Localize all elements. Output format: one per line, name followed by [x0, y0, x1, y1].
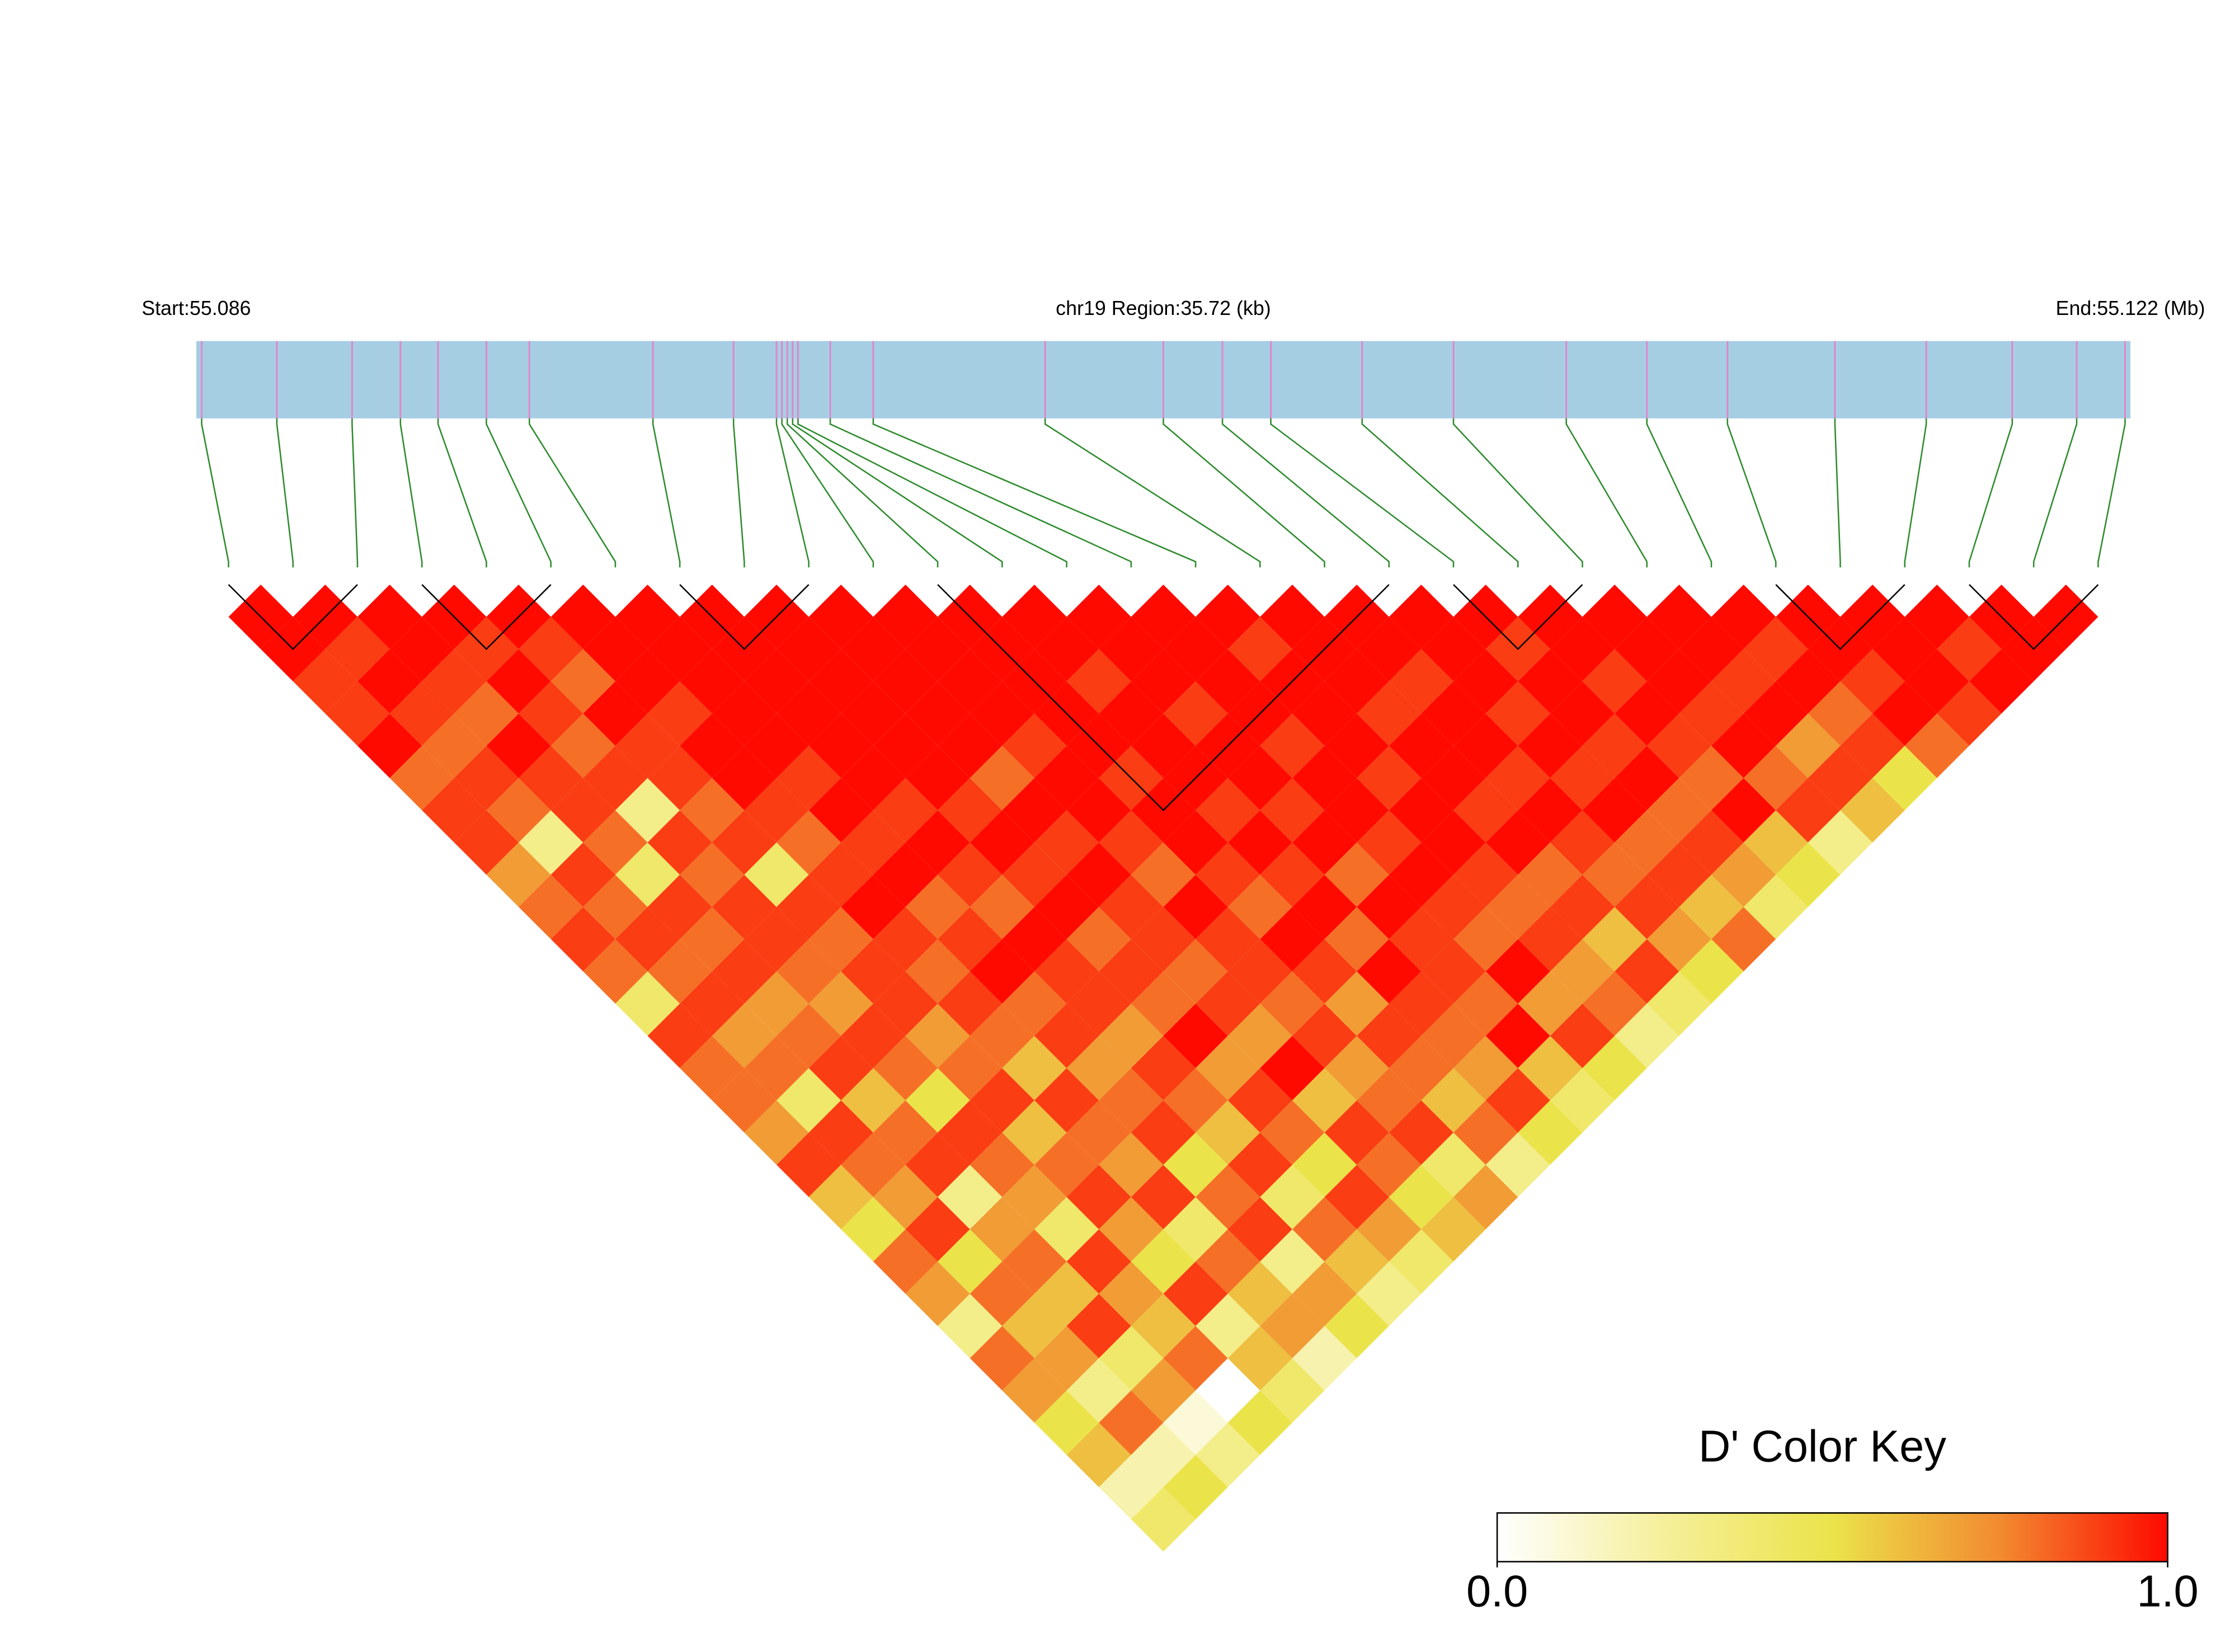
- ld-cell: [357, 649, 422, 714]
- snp-connector: [2097, 418, 2126, 568]
- snp-connector: [486, 418, 552, 568]
- ld-block: [1775, 584, 1905, 651]
- ld-block: [937, 584, 1390, 812]
- ld-cell: [1163, 1390, 1228, 1455]
- ld-cell: [1260, 778, 1325, 843]
- snp-connector: [201, 418, 229, 568]
- snp-connector: [351, 418, 359, 568]
- ld-cell: [1260, 1036, 1325, 1100]
- snp-connector: [1726, 418, 1777, 568]
- ld-cell: [1260, 971, 1325, 1036]
- snp-connector: [1904, 418, 1927, 568]
- snp-connector: [1270, 418, 1455, 568]
- ld-cell: [615, 907, 680, 972]
- ld-cell: [1163, 874, 1228, 939]
- start-label: Start:55.086: [142, 297, 251, 319]
- end-label: End:55.122 (Mb): [2056, 297, 2205, 319]
- ld-cell: [615, 842, 680, 907]
- ld-block: [421, 584, 552, 651]
- snp-connector: [786, 418, 939, 568]
- region-label: chr19 Region:35.72 (kb): [1056, 297, 1271, 319]
- ld-cell: [1260, 1165, 1325, 1230]
- ld-cell: [1163, 1197, 1228, 1262]
- ld-cell: [293, 649, 357, 714]
- snp-connector: [1044, 418, 1261, 568]
- snp-connector: [1968, 418, 2013, 568]
- ld-cell: [1163, 1068, 1228, 1133]
- key-tick-label: 0.0: [1466, 1566, 1528, 1616]
- snp-connector: [2032, 418, 2078, 568]
- ld-cell: [1163, 1455, 1228, 1519]
- snp-connector: [1565, 418, 1648, 568]
- ld-block: [1969, 584, 2099, 651]
- ld-cell: [1260, 713, 1325, 778]
- snp-connector: [775, 418, 810, 568]
- ld-cell: [1260, 842, 1325, 907]
- snp-connector: [1646, 418, 1712, 568]
- snp-connector: [276, 418, 294, 568]
- snp-connector: [829, 418, 1132, 568]
- snp-connector: [437, 418, 487, 568]
- snp-connector: [792, 418, 1003, 568]
- color-key: [1496, 1512, 2168, 1562]
- snp-connector: [1221, 418, 1390, 568]
- ld-cell: [1357, 1262, 1422, 1326]
- ld-block: [228, 584, 358, 651]
- ld-cell: [1260, 1293, 1325, 1358]
- snp-connector: [872, 418, 1197, 568]
- snp-connector: [399, 418, 423, 568]
- snp-connector: [1452, 418, 1583, 568]
- snp-connector: [528, 418, 617, 568]
- ld-cell: [1163, 939, 1228, 1004]
- ld-cell: [1163, 1132, 1228, 1197]
- ld-cell: [1904, 713, 1969, 778]
- key-title: D' Color Key: [1698, 1422, 1946, 1471]
- ld-block: [679, 584, 810, 651]
- ld-block: [1453, 584, 1583, 651]
- ld-cell: [615, 971, 680, 1036]
- ld-cell: [1163, 1004, 1228, 1069]
- snp-connector: [652, 418, 681, 568]
- ld-cell: [357, 713, 422, 778]
- ld-cell: [1969, 649, 2034, 714]
- ld-cell: [1485, 1132, 1550, 1197]
- snp-connector: [781, 418, 874, 568]
- ld-cell: [1260, 907, 1325, 972]
- ld-cell: [615, 778, 680, 843]
- snp-connector: [797, 418, 1067, 568]
- ld-cell: [615, 713, 680, 778]
- snp-connector: [1163, 418, 1325, 568]
- snp-connector: [1834, 418, 1841, 568]
- key-tick-label: 1.0: [2137, 1566, 2198, 1616]
- snp-connector: [1361, 418, 1519, 568]
- snp-connector: [732, 418, 745, 568]
- ld-cell: [1163, 681, 1228, 746]
- ld-matrix: [228, 584, 2098, 1552]
- ld-cell: [615, 649, 680, 714]
